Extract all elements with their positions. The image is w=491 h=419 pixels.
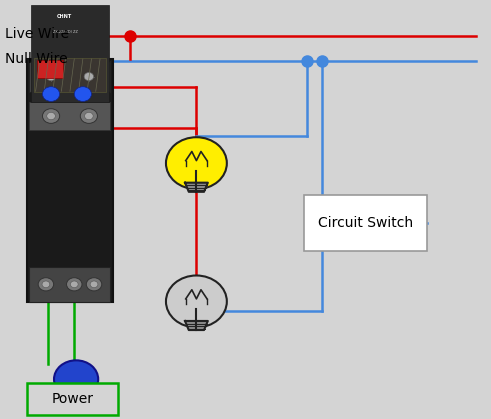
Circle shape <box>47 112 55 120</box>
Circle shape <box>74 87 91 101</box>
Bar <box>37 60 63 78</box>
Text: Circuit Switch: Circuit Switch <box>318 216 413 230</box>
Circle shape <box>42 281 50 287</box>
Circle shape <box>46 72 56 80</box>
Bar <box>31 5 109 102</box>
Circle shape <box>90 281 98 287</box>
Circle shape <box>38 278 54 291</box>
Bar <box>27 59 113 302</box>
Bar <box>29 61 110 92</box>
Circle shape <box>84 72 94 80</box>
Circle shape <box>42 68 60 85</box>
Text: Null Wire: Null Wire <box>5 52 68 66</box>
Text: ZX-22F (D) ZZ: ZX-22F (D) ZZ <box>53 30 78 34</box>
Circle shape <box>70 281 78 287</box>
Bar <box>34 58 106 92</box>
Polygon shape <box>185 321 208 330</box>
Circle shape <box>54 360 98 398</box>
Circle shape <box>43 109 60 123</box>
Circle shape <box>66 278 82 291</box>
Bar <box>27 383 118 415</box>
Circle shape <box>80 109 97 123</box>
Bar <box>29 267 110 302</box>
Text: Power: Power <box>52 392 93 406</box>
Circle shape <box>86 278 102 291</box>
Text: Live Wire: Live Wire <box>5 26 69 41</box>
Circle shape <box>84 112 93 120</box>
Circle shape <box>80 68 98 85</box>
Circle shape <box>166 137 227 189</box>
Circle shape <box>43 87 60 101</box>
Text: CHNT: CHNT <box>57 14 72 19</box>
Circle shape <box>166 276 227 328</box>
Bar <box>304 195 427 251</box>
Bar <box>29 102 110 130</box>
Polygon shape <box>185 183 208 192</box>
